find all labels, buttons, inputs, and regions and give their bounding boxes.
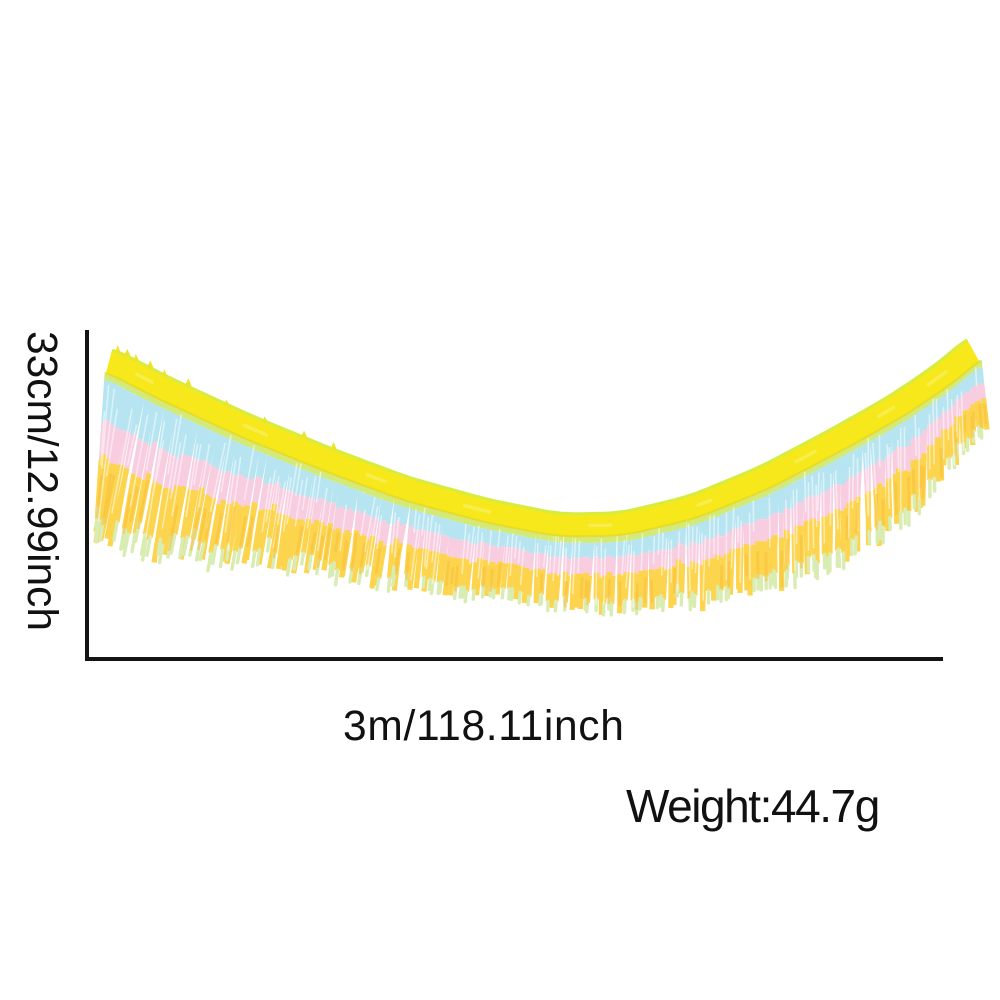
svg-text:3m/118.11inch: 3m/118.11inch <box>343 703 625 750</box>
svg-text:Weight:44.7g: Weight:44.7g <box>626 780 879 832</box>
svg-text:33cm/12.99inch: 33cm/12.99inch <box>18 331 65 631</box>
